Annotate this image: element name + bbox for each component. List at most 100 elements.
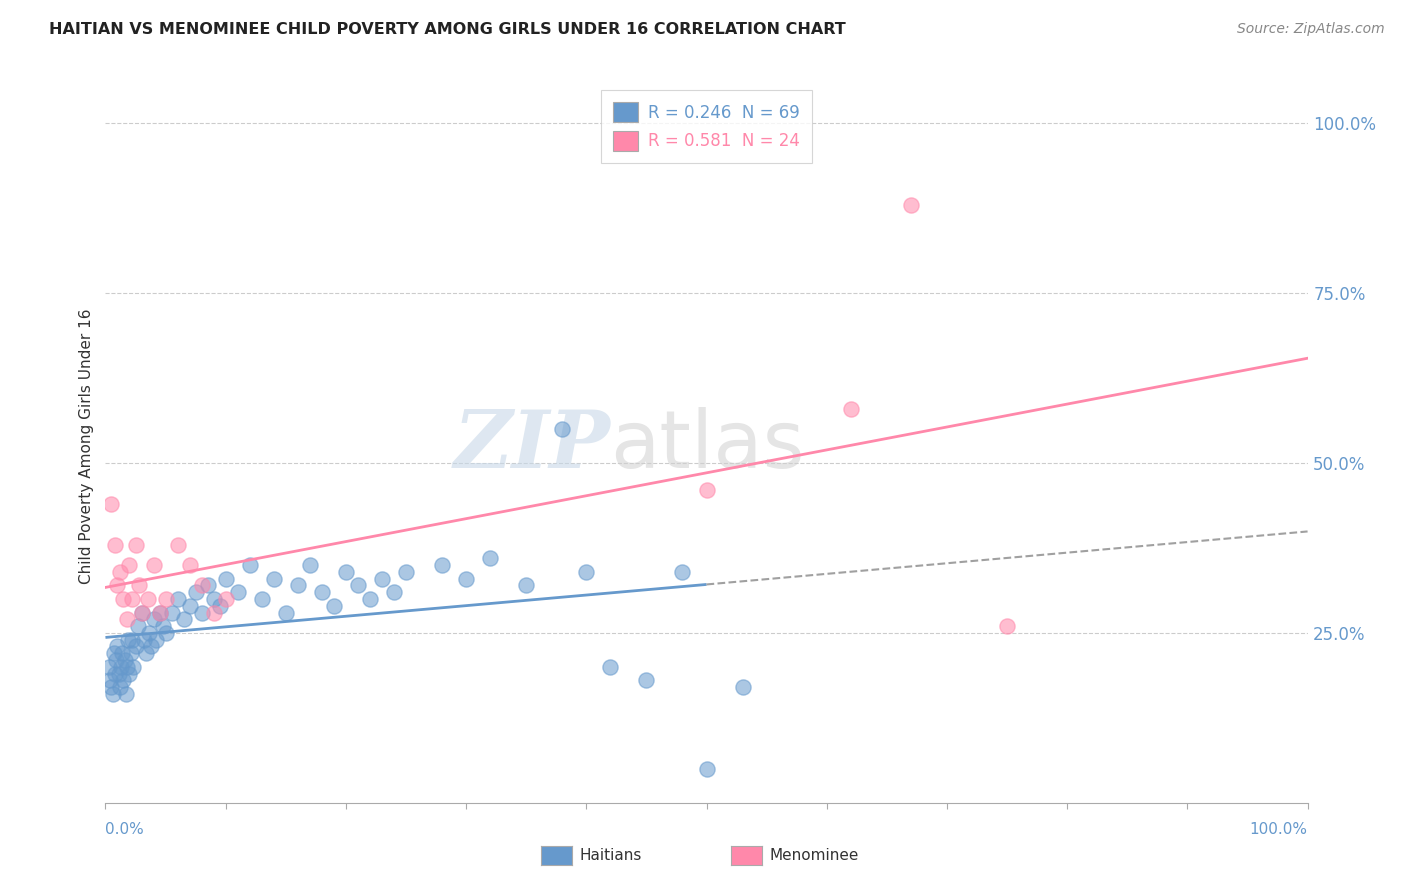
Point	[127, 619, 149, 633]
Point	[347, 578, 370, 592]
Point	[839, 401, 862, 416]
Point	[214, 591, 236, 606]
Point	[112, 673, 135, 688]
Point	[190, 606, 212, 620]
Point	[263, 572, 285, 586]
Text: Haitians: Haitians	[579, 848, 641, 863]
Point	[479, 551, 502, 566]
Point	[101, 687, 124, 701]
Point	[136, 591, 159, 606]
Point	[114, 653, 136, 667]
Point	[148, 606, 170, 620]
Point	[900, 198, 922, 212]
Point	[121, 632, 143, 647]
Point	[103, 646, 125, 660]
Point	[696, 483, 718, 498]
Point	[184, 585, 207, 599]
Point	[122, 660, 145, 674]
Point	[138, 626, 160, 640]
Text: Source: ZipAtlas.com: Source: ZipAtlas.com	[1237, 22, 1385, 37]
Point	[226, 585, 249, 599]
Point	[98, 660, 121, 674]
Point	[145, 632, 167, 647]
Point	[104, 537, 127, 551]
Text: ZIP: ZIP	[454, 408, 610, 484]
Point	[108, 565, 131, 579]
Point	[515, 578, 537, 592]
Point	[110, 660, 132, 674]
Point	[322, 599, 344, 613]
Point	[115, 687, 138, 701]
Point	[111, 646, 134, 660]
Point	[118, 666, 141, 681]
Point	[131, 606, 153, 620]
Point	[98, 673, 121, 688]
Point	[115, 660, 138, 674]
Text: 0.0%: 0.0%	[105, 822, 145, 837]
Point	[298, 558, 321, 572]
Point	[335, 565, 357, 579]
Point	[551, 422, 574, 436]
Point	[671, 565, 693, 579]
Point	[287, 578, 309, 592]
Point	[131, 606, 153, 620]
Point	[148, 606, 170, 620]
Point	[100, 680, 122, 694]
Point	[636, 673, 658, 688]
Point	[104, 666, 127, 681]
Point	[696, 762, 718, 776]
Point	[139, 640, 162, 654]
Point	[599, 660, 621, 674]
Point	[371, 572, 394, 586]
Point	[124, 537, 146, 551]
Point	[575, 565, 598, 579]
Point	[120, 646, 142, 660]
Text: HAITIAN VS MENOMINEE CHILD POVERTY AMONG GIRLS UNDER 16 CORRELATION CHART: HAITIAN VS MENOMINEE CHILD POVERTY AMONG…	[49, 22, 846, 37]
Point	[118, 558, 141, 572]
Point	[128, 578, 150, 592]
Point	[112, 591, 135, 606]
Point	[166, 537, 188, 551]
Point	[152, 619, 174, 633]
Text: Menominee: Menominee	[769, 848, 859, 863]
Point	[142, 558, 165, 572]
Point	[105, 653, 128, 667]
Point	[166, 591, 188, 606]
Point	[179, 599, 201, 613]
Point	[107, 640, 129, 654]
Point	[117, 632, 139, 647]
Point	[359, 591, 381, 606]
Point	[202, 591, 225, 606]
Point	[155, 591, 177, 606]
Point	[382, 585, 405, 599]
Point	[202, 606, 225, 620]
Legend: R = 0.246  N = 69, R = 0.581  N = 24: R = 0.246 N = 69, R = 0.581 N = 24	[602, 90, 811, 162]
Point	[197, 578, 219, 592]
Y-axis label: Child Poverty Among Girls Under 16: Child Poverty Among Girls Under 16	[79, 309, 94, 583]
Point	[108, 680, 131, 694]
Point	[250, 591, 273, 606]
Point	[208, 599, 231, 613]
Point	[454, 572, 477, 586]
Point	[731, 680, 754, 694]
Point	[274, 606, 297, 620]
Point	[395, 565, 418, 579]
Point	[107, 666, 129, 681]
Point	[995, 619, 1018, 633]
Point	[311, 585, 333, 599]
Point	[115, 612, 138, 626]
Point	[135, 646, 157, 660]
Point	[190, 578, 212, 592]
Point	[142, 612, 165, 626]
Point	[160, 606, 183, 620]
Point	[214, 572, 236, 586]
Point	[173, 612, 195, 626]
Point	[124, 640, 146, 654]
Point	[155, 626, 177, 640]
Text: 100.0%: 100.0%	[1250, 822, 1308, 837]
Point	[100, 497, 122, 511]
Text: atlas: atlas	[610, 407, 804, 485]
Point	[121, 591, 143, 606]
Point	[239, 558, 262, 572]
Point	[132, 632, 155, 647]
